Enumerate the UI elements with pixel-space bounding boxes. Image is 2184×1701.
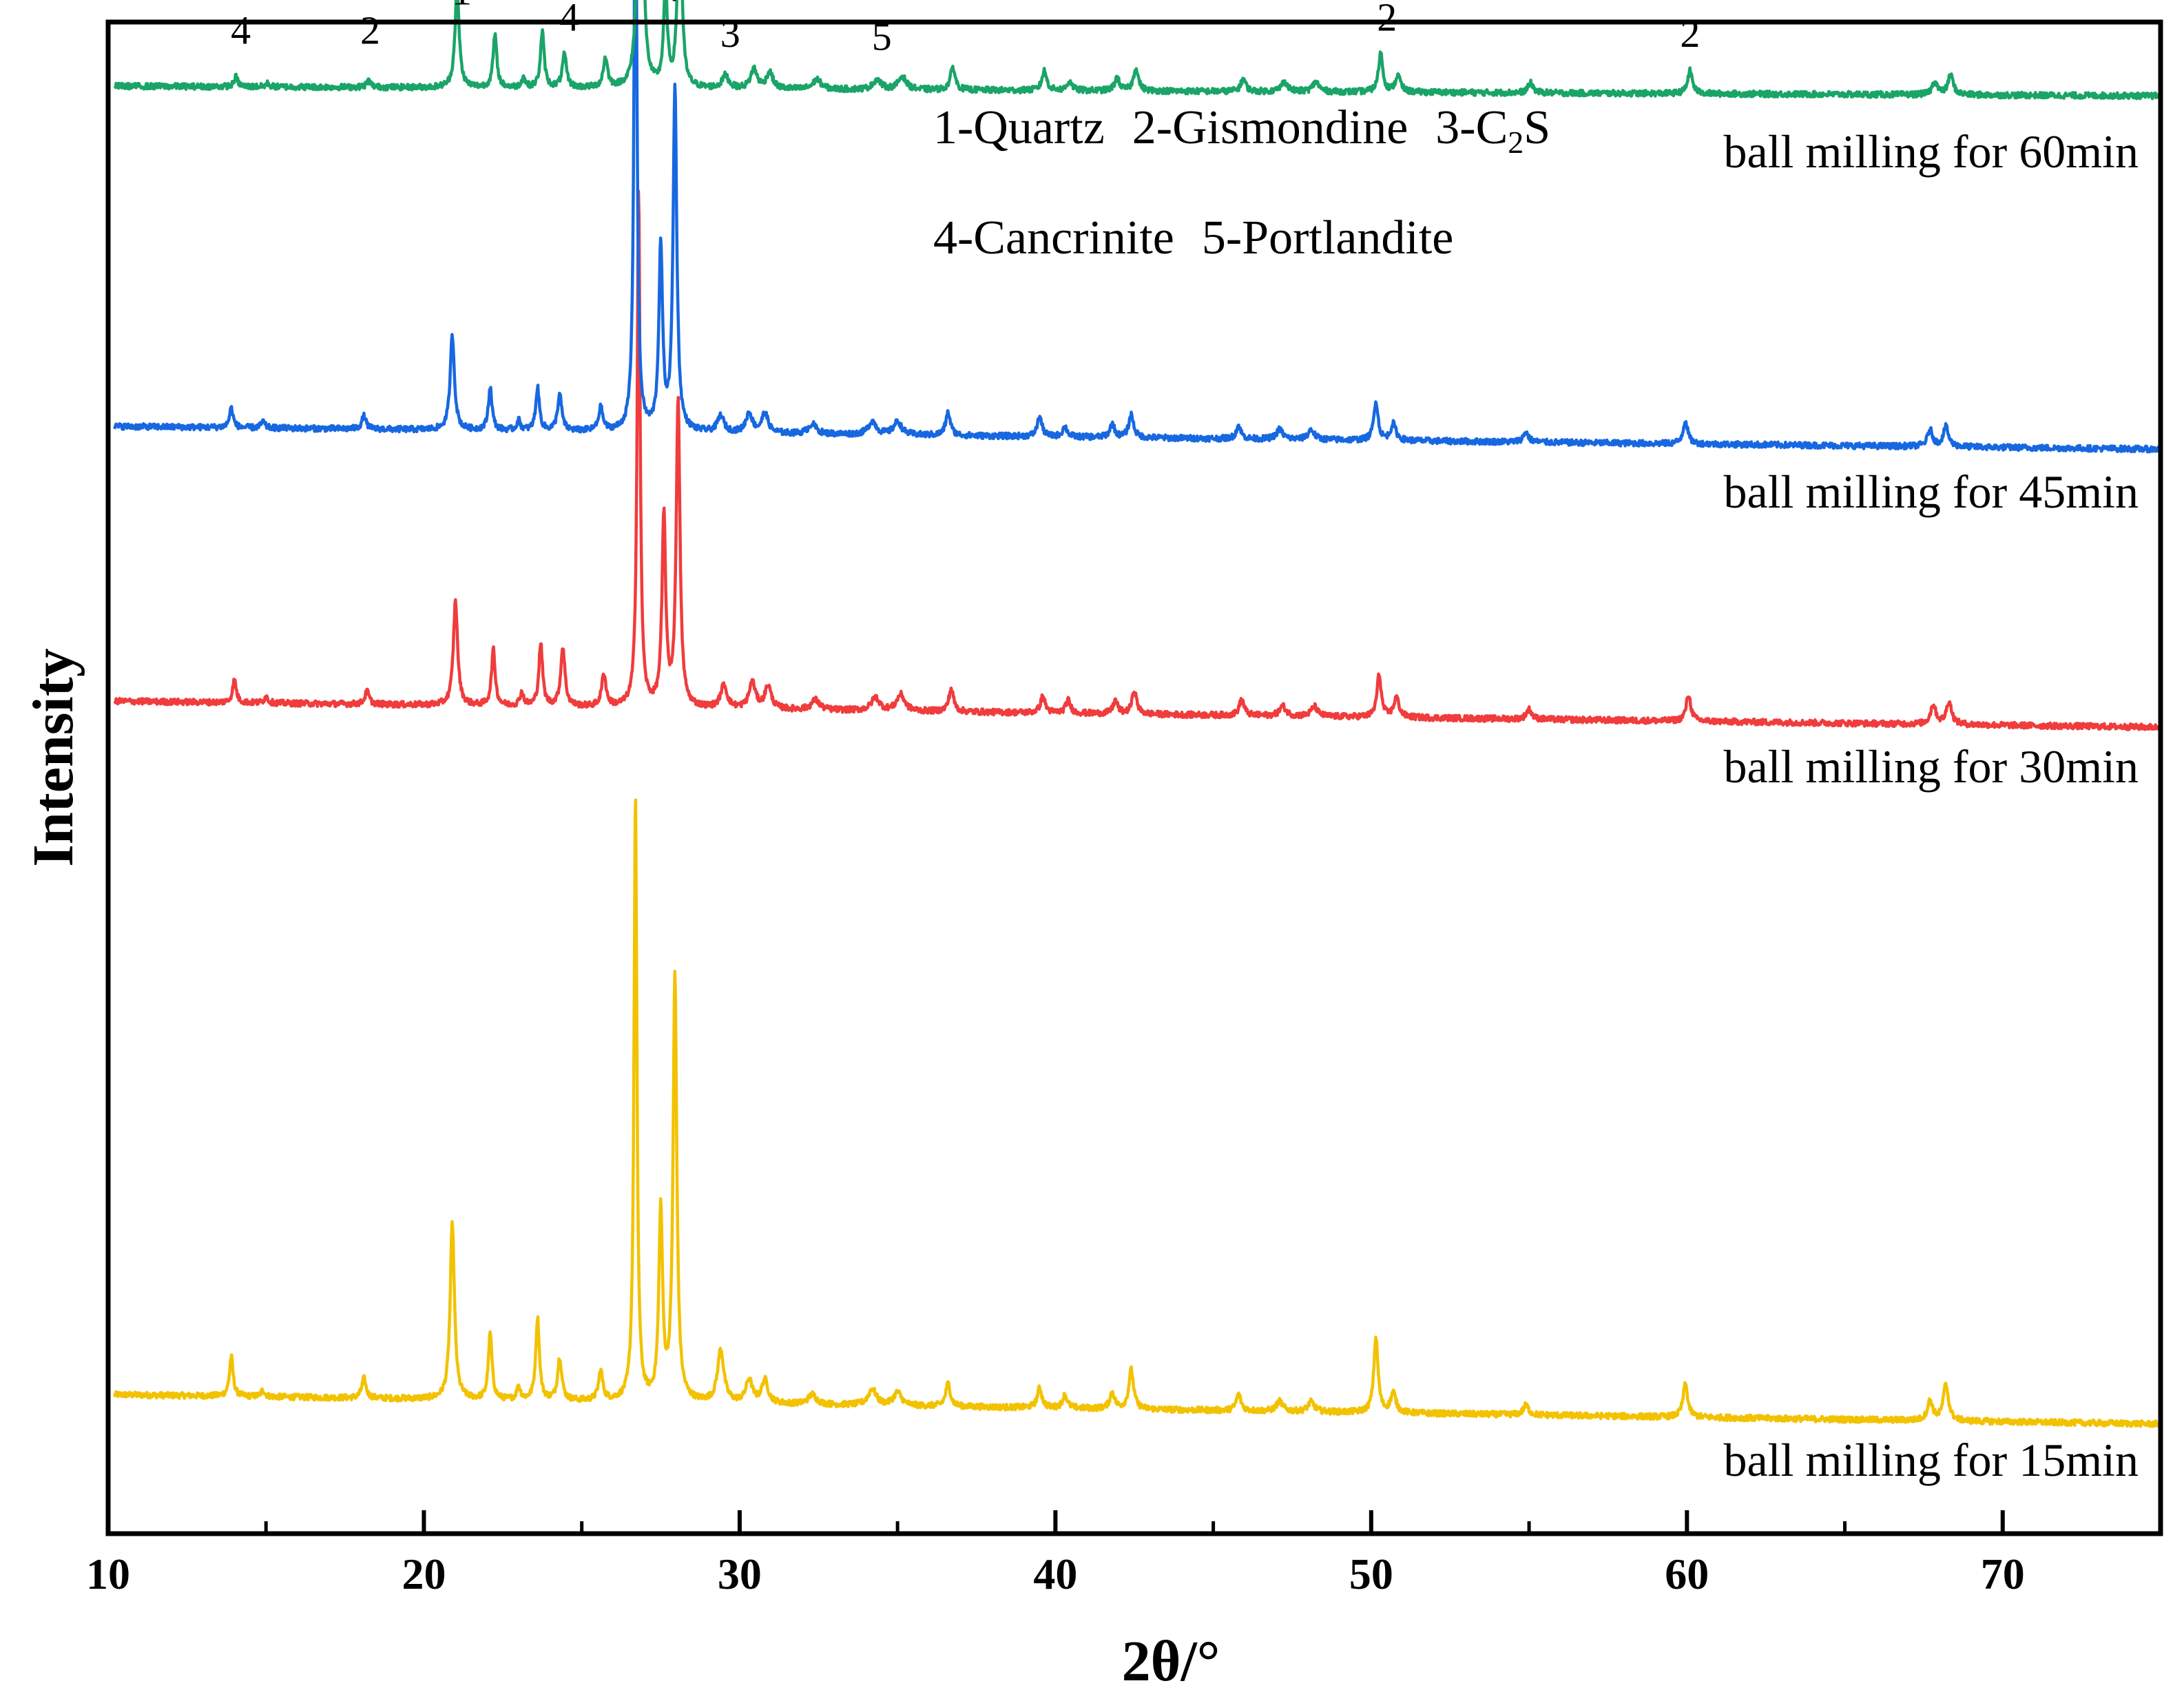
sample-label-3: ball milling for 45min [1723, 466, 2139, 518]
plot-area [113, 0, 2163, 1428]
x-axis-title: 2θ/° [1122, 1629, 1220, 1693]
series-line-3 [113, 0, 2163, 454]
legend-line-1: 1-Quartz 2-Gismondine 3-C2S [933, 101, 1550, 160]
series-line-4 [113, 0, 2163, 101]
legend-entry: 2-Gismondine [1132, 101, 1408, 154]
sample-label-1: ball milling for 15min [1723, 1434, 2139, 1486]
peak-annotation-9: 3 [720, 11, 740, 56]
peak-annotation-3: 2 [360, 8, 380, 52]
x-axis: 10 20 30 40 50 60 70 [86, 1510, 2025, 1598]
x-tick-label: 30 [718, 1549, 762, 1598]
legend-entry: 4-Cancrinite [933, 211, 1174, 264]
peak-annotations: 452141423522 [231, 0, 1700, 59]
peak-annotation-7: 4 [661, 0, 680, 10]
sample-label-4: ball milling for 60min [1723, 125, 2139, 178]
series-line-1 [113, 798, 2163, 1428]
x-tick-label: 50 [1349, 1549, 1393, 1598]
legend-line-2: 4-Cancrinite 5-Portlandite [933, 211, 1453, 264]
x-tick-label: 70 [1981, 1549, 2025, 1598]
peak-annotation-4: 1 [452, 0, 472, 13]
legend-entry: 1-Quartz [933, 101, 1105, 154]
peak-annotation-1: 4 [231, 8, 251, 52]
y-axis-title: Intensity [21, 648, 85, 866]
legend-subscript: 2 [1508, 125, 1523, 160]
legend-entry: 3-C [1435, 101, 1508, 154]
x-tick-label: 10 [86, 1549, 130, 1598]
peak-annotation-12: 2 [1680, 11, 1700, 56]
sample-label-2: ball milling for 30min [1723, 740, 2139, 793]
x-tick-label: 60 [1665, 1549, 1709, 1598]
plot-frame [105, 19, 2163, 1536]
legend-entry: 5-Portlandite [1202, 211, 1453, 264]
phase-legend: 1-Quartz 2-Gismondine 3-C2S 4-Cancrinite 5-… [933, 101, 1550, 264]
sample-labels: ball milling for 15min ball milling for 3… [1723, 125, 2139, 1486]
x-tick-label: 20 [402, 1549, 446, 1598]
legend-entry-tail: S [1523, 101, 1550, 154]
x-tick-label: 40 [1033, 1549, 1077, 1598]
peak-annotation-2: 5 [360, 0, 380, 3]
series-line-2 [113, 189, 2162, 731]
